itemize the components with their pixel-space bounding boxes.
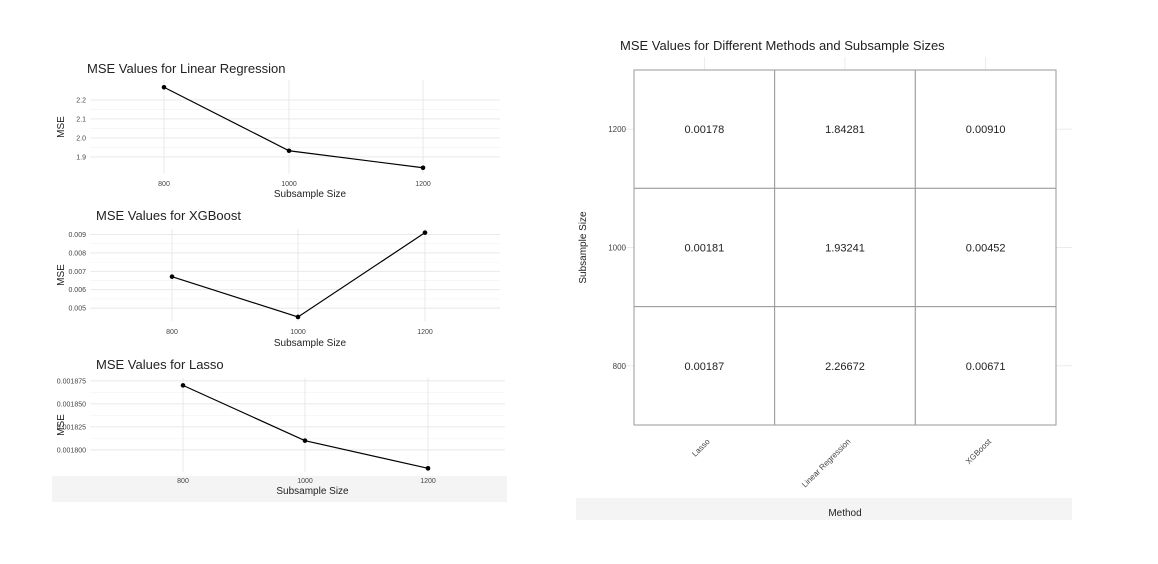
- cell-value: 0.00671: [966, 361, 1006, 373]
- y-tick-label: 0.005: [68, 306, 86, 313]
- series-line: [171, 232, 426, 318]
- y-tick-label: 0.007: [68, 269, 86, 276]
- y-tick-label: 1.9: [76, 154, 86, 161]
- x-tick-label: 1000: [281, 181, 297, 188]
- cell-value: 0.00910: [966, 124, 1006, 136]
- y-tick-label: 1200: [608, 125, 626, 134]
- y-tick-label: 2.0: [76, 135, 86, 142]
- cell-value: 0.00178: [684, 124, 724, 136]
- y-tick-label: 0.001825: [57, 424, 86, 431]
- heatmap-cell: [633, 187, 776, 308]
- x-tick-label: 1200: [415, 181, 431, 188]
- cell-value: 0.00452: [966, 243, 1006, 255]
- data-point: [425, 466, 431, 471]
- y-axis-label: MSE: [56, 264, 67, 286]
- panel-shade: [52, 476, 507, 502]
- y-axis-label: MSE: [56, 414, 67, 436]
- y-tick-label: 2.1: [76, 116, 86, 123]
- y-axis-label: Subsample Size: [578, 211, 589, 284]
- x-tick-label: 800: [158, 181, 170, 188]
- x-axis-label: Method: [828, 508, 861, 519]
- cell-value: 1.84281: [825, 124, 865, 136]
- heatmap-cell: [633, 306, 776, 426]
- heatmap-cell: [914, 69, 1057, 189]
- x-tick-label: Linear Regression: [800, 437, 852, 489]
- chart-title: MSE Values for Different Methods and Sub…: [620, 38, 945, 53]
- y-tick-label: 0.008: [68, 250, 86, 257]
- y-tick-label: 0.001800: [57, 447, 86, 454]
- line-chart-3: 0.001875 0.001850 0.001825 0.001800 800 1000 1…: [52, 357, 507, 502]
- y-tick-label: 0.009: [68, 232, 86, 239]
- x-axis-label: Subsample Size: [274, 338, 347, 349]
- x-axis-label: Subsample Size: [274, 189, 347, 200]
- y-tick-label: 0.001875: [57, 378, 86, 385]
- line-chart-2: 0.009 0.008 0.007 0.006 0.005 800 1000 1200 MSE …: [56, 208, 500, 349]
- data-point: [422, 230, 428, 235]
- heatmap-cell: [774, 306, 916, 426]
- y-tick-label: 800: [613, 362, 627, 371]
- heatmap-cell: [633, 69, 776, 189]
- x-axis-label: Subsample Size: [276, 486, 349, 497]
- y-axis-label: MSE: [56, 116, 67, 138]
- data-point: [180, 383, 186, 388]
- heatmap-cell: [774, 187, 916, 308]
- y-tick-label: 2.2: [76, 97, 86, 104]
- y-tick-label: 0.001850: [57, 401, 86, 408]
- cell-value: 1.93241: [825, 243, 865, 255]
- x-tick-label: 1000: [290, 329, 306, 336]
- cell-value: 0.00181: [684, 243, 724, 255]
- cell-value: 0.00187: [684, 361, 724, 373]
- data-point: [295, 314, 301, 320]
- cell-value: 2.26672: [825, 361, 865, 373]
- series-line: [163, 86, 424, 169]
- x-tick-label: 1200: [417, 329, 433, 336]
- heatmap-cell: [914, 187, 1057, 308]
- chart-title: MSE Values for XGBoost: [96, 208, 241, 223]
- x-tick-label: 800: [177, 478, 189, 485]
- x-tick-label: 800: [166, 329, 178, 336]
- chart-title: MSE Values for Lasso: [96, 357, 224, 372]
- data-point: [302, 438, 308, 443]
- x-tick-label: 1000: [297, 478, 313, 485]
- data-point: [161, 84, 167, 90]
- data-point: [420, 165, 426, 171]
- heatmap-chart: 0.00178 1.84281 0.00910 1200 0.00181 1.93241 0…: [576, 38, 1072, 520]
- x-tick-label: XGBoost: [964, 437, 994, 467]
- data-point: [169, 274, 175, 279]
- x-tick-label: 1200: [420, 478, 436, 485]
- heatmap-cell: [774, 69, 916, 189]
- line-chart-1: 2.2 2.1 2.0 1.9 800 1000 1200 MSE Values for Li…: [56, 61, 500, 200]
- chart-title: MSE Values for Linear Regression: [87, 61, 285, 76]
- heatmap-cell: [914, 306, 1057, 426]
- y-tick-label: 0.006: [68, 287, 86, 294]
- panel-shade: [576, 498, 1072, 520]
- y-tick-label: 1000: [608, 244, 626, 253]
- data-point: [286, 148, 292, 154]
- x-tick-label: Lasso: [690, 437, 712, 459]
